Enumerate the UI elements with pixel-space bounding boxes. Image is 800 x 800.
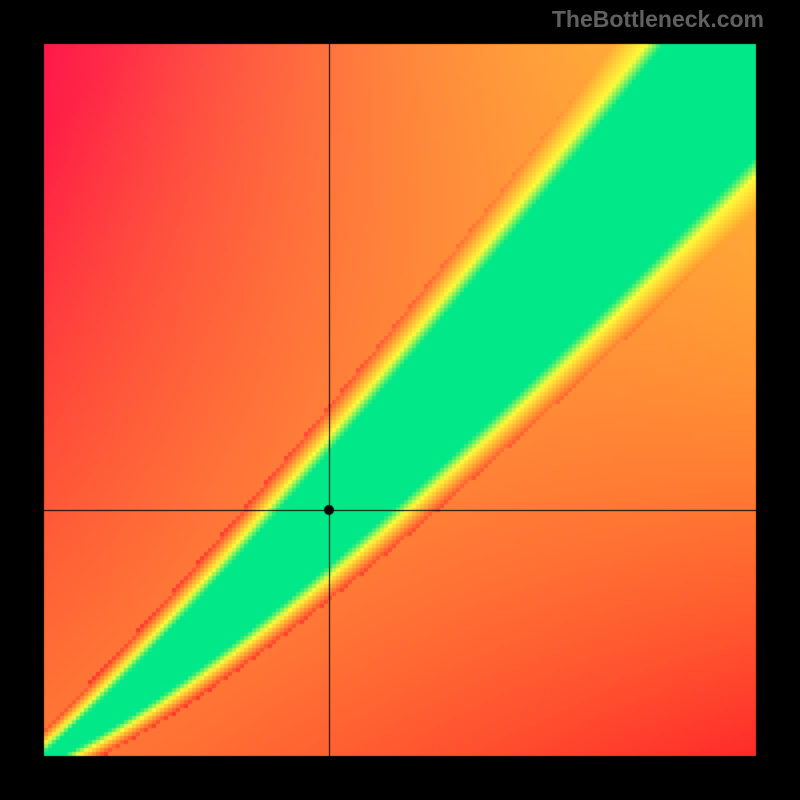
chart-container: TheBottleneck.com bbox=[0, 0, 800, 800]
bottleneck-heatmap bbox=[0, 0, 800, 800]
watermark-text: TheBottleneck.com bbox=[552, 6, 764, 33]
